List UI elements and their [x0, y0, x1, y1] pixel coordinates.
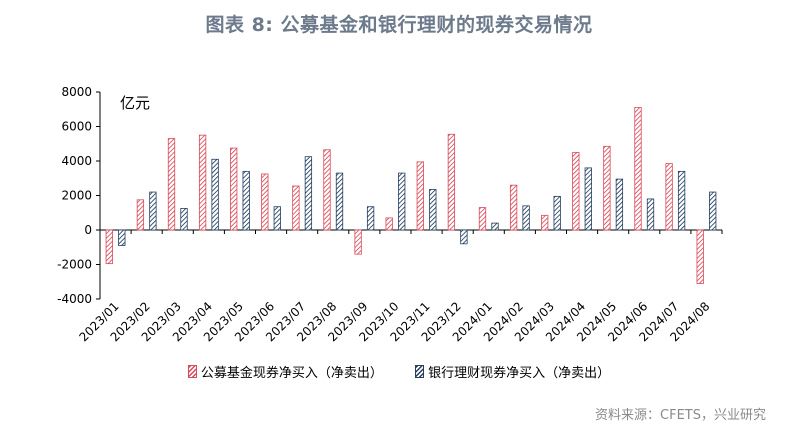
- bar-fund: [261, 173, 269, 231]
- y-tick-label: 0: [84, 223, 92, 237]
- bar-wealth: [615, 178, 624, 231]
- bar-fund: [541, 214, 549, 231]
- bar-fund: [292, 185, 300, 231]
- bar-wealth: [366, 206, 375, 231]
- bar-wealth: [429, 189, 437, 231]
- bar-fund: [198, 134, 207, 231]
- bar-wealth: [460, 229, 468, 245]
- bar-fund: [323, 149, 331, 231]
- bar-fund: [416, 161, 424, 231]
- legend-label-wealth: 银行理财现券净买入（净卖出）: [428, 366, 611, 381]
- bar-wealth: [709, 191, 717, 231]
- bar-fund: [447, 133, 456, 231]
- bar-wealth: [118, 229, 126, 246]
- bar-wealth: [273, 206, 281, 231]
- axes: [96, 91, 723, 300]
- bar-wealth: [646, 198, 655, 231]
- bar-fund: [696, 229, 704, 284]
- y-tick-label: -2000: [57, 258, 92, 272]
- bar-wealth: [553, 195, 561, 231]
- bar-wealth: [677, 170, 686, 231]
- y-tick-label: -4000: [57, 292, 92, 306]
- legend: 公募基金现券净买入（净卖出） 银行理财现券净买入（净卖出）: [0, 362, 798, 382]
- legend-label-fund: 公募基金现券净买入（净卖出）: [200, 366, 383, 381]
- bar-fund: [603, 145, 611, 231]
- bar-fund: [385, 217, 393, 231]
- bar-wealth: [584, 167, 592, 231]
- bar-fund: [509, 184, 518, 231]
- bar-fund: [478, 207, 487, 231]
- bar-fund: [167, 138, 176, 231]
- source-note: 资料来源：CFETS，兴业研究: [595, 408, 766, 423]
- bar-fund: [136, 199, 145, 231]
- legend-swatch-wealth: [415, 365, 425, 378]
- bars: [105, 107, 717, 284]
- legend-item-fund: 公募基金现券净买入（净卖出）: [187, 362, 383, 381]
- y-tick-label: 2000: [61, 189, 92, 203]
- bar-fund: [634, 107, 642, 231]
- bar-wealth: [522, 205, 530, 231]
- y-tick-label: 8000: [61, 85, 92, 99]
- legend-item-wealth: 银行理财现券净买入（净卖出）: [415, 362, 610, 381]
- bar-wealth: [180, 208, 188, 231]
- bar-fund: [230, 147, 238, 231]
- bar-fund: [665, 163, 673, 231]
- unit-label: 亿元: [120, 94, 151, 112]
- bar-fund: [354, 229, 362, 255]
- y-tick-label: 6000: [61, 120, 92, 134]
- chart-title: 图表 8: 公募基金和银行理财的现券交易情况: [205, 14, 593, 36]
- bar-wealth: [398, 172, 406, 231]
- bar-wealth: [149, 191, 157, 231]
- bar-fund: [572, 151, 580, 231]
- bar-wealth: [335, 172, 344, 231]
- bar-fund: [105, 229, 113, 265]
- y-tick-label: 4000: [61, 154, 92, 168]
- bar-wealth: [304, 156, 313, 231]
- bar-wealth: [211, 158, 219, 231]
- bar-wealth: [491, 222, 499, 231]
- legend-swatch-fund: [187, 365, 197, 378]
- bar-wealth: [242, 170, 250, 231]
